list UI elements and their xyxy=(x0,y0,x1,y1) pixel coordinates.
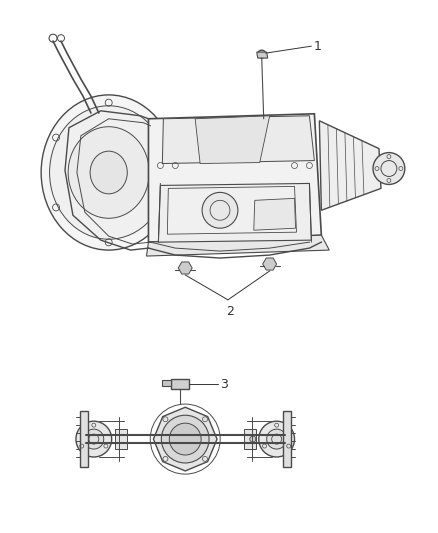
Polygon shape xyxy=(167,187,297,234)
Polygon shape xyxy=(178,262,192,274)
Polygon shape xyxy=(254,198,296,230)
Polygon shape xyxy=(319,121,381,211)
Text: 1: 1 xyxy=(314,39,321,53)
Polygon shape xyxy=(153,407,217,471)
Text: 2: 2 xyxy=(226,305,234,318)
Polygon shape xyxy=(148,114,321,242)
Ellipse shape xyxy=(90,151,127,194)
Polygon shape xyxy=(162,116,314,164)
Circle shape xyxy=(267,429,286,449)
Circle shape xyxy=(180,263,190,273)
Circle shape xyxy=(250,436,256,442)
Text: 3: 3 xyxy=(220,378,228,391)
Circle shape xyxy=(76,421,112,457)
Polygon shape xyxy=(257,52,268,58)
Polygon shape xyxy=(80,411,88,467)
Polygon shape xyxy=(171,379,189,389)
Polygon shape xyxy=(263,258,277,270)
Circle shape xyxy=(202,192,238,228)
Polygon shape xyxy=(195,116,270,164)
Circle shape xyxy=(258,50,266,58)
Circle shape xyxy=(161,415,209,463)
Polygon shape xyxy=(162,381,171,386)
Circle shape xyxy=(265,259,275,269)
Polygon shape xyxy=(159,183,311,242)
Circle shape xyxy=(84,429,104,449)
Polygon shape xyxy=(283,411,290,467)
Polygon shape xyxy=(146,235,329,256)
Ellipse shape xyxy=(49,106,168,239)
Circle shape xyxy=(170,423,201,455)
Ellipse shape xyxy=(41,95,176,250)
Ellipse shape xyxy=(68,127,149,219)
Circle shape xyxy=(373,152,405,184)
Polygon shape xyxy=(115,429,127,449)
Circle shape xyxy=(259,421,294,457)
Polygon shape xyxy=(244,429,256,449)
